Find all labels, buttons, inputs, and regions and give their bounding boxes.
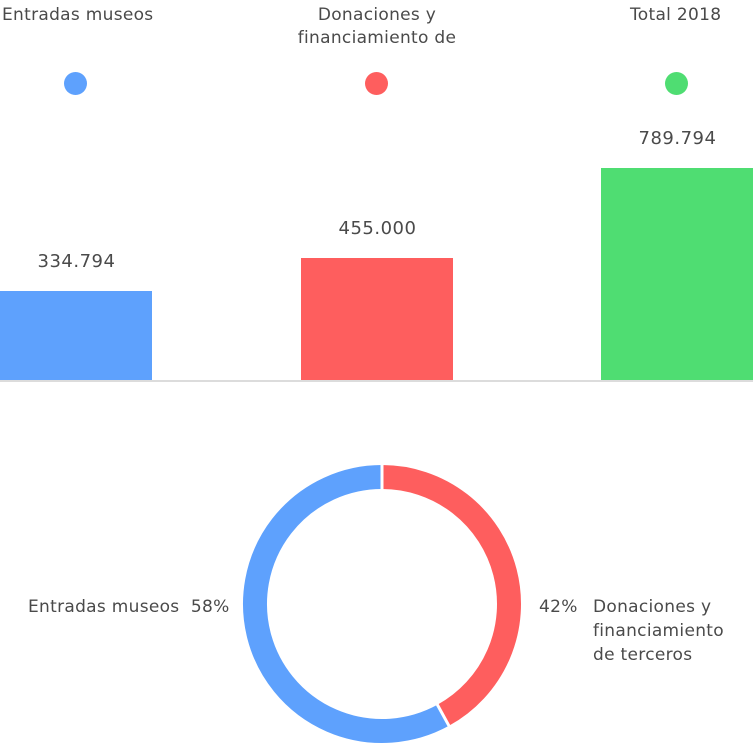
bar-total [601,167,753,381]
donut-percent-donaciones: 42% [539,597,578,617]
legend-dot-entradas [64,72,87,95]
donut-label-donaciones: Donaciones y financiamiento de terceros [593,597,724,665]
donut-slice-entradas [243,465,449,743]
bar-value-donaciones: 455.000 [338,218,417,240]
donut-label-entradas-name: Entradas museos [28,597,180,617]
donut-label-entradas: Entradas museos 58% [28,595,230,619]
bar-entradas [0,290,152,381]
donut-slice-donaciones [381,465,521,726]
legend-dot-total [665,72,688,95]
legend-label-total: Total 2018 [630,5,722,25]
bar-donaciones [301,258,453,381]
legend-label-donaciones-text: Donaciones y financiamiento de [297,5,457,48]
bar-value-total: 789.794 [638,127,717,149]
legend-label-donaciones: Donaciones y financiamiento de [296,4,458,50]
legend-dot-donaciones [365,72,388,95]
bar-value-entradas: 334.794 [37,250,116,272]
donut-percent-entradas: 58% [190,597,230,617]
bar-chart-baseline [0,380,753,382]
donut-separator [435,703,451,728]
legend-label-entradas: Entradas museos [2,5,154,25]
